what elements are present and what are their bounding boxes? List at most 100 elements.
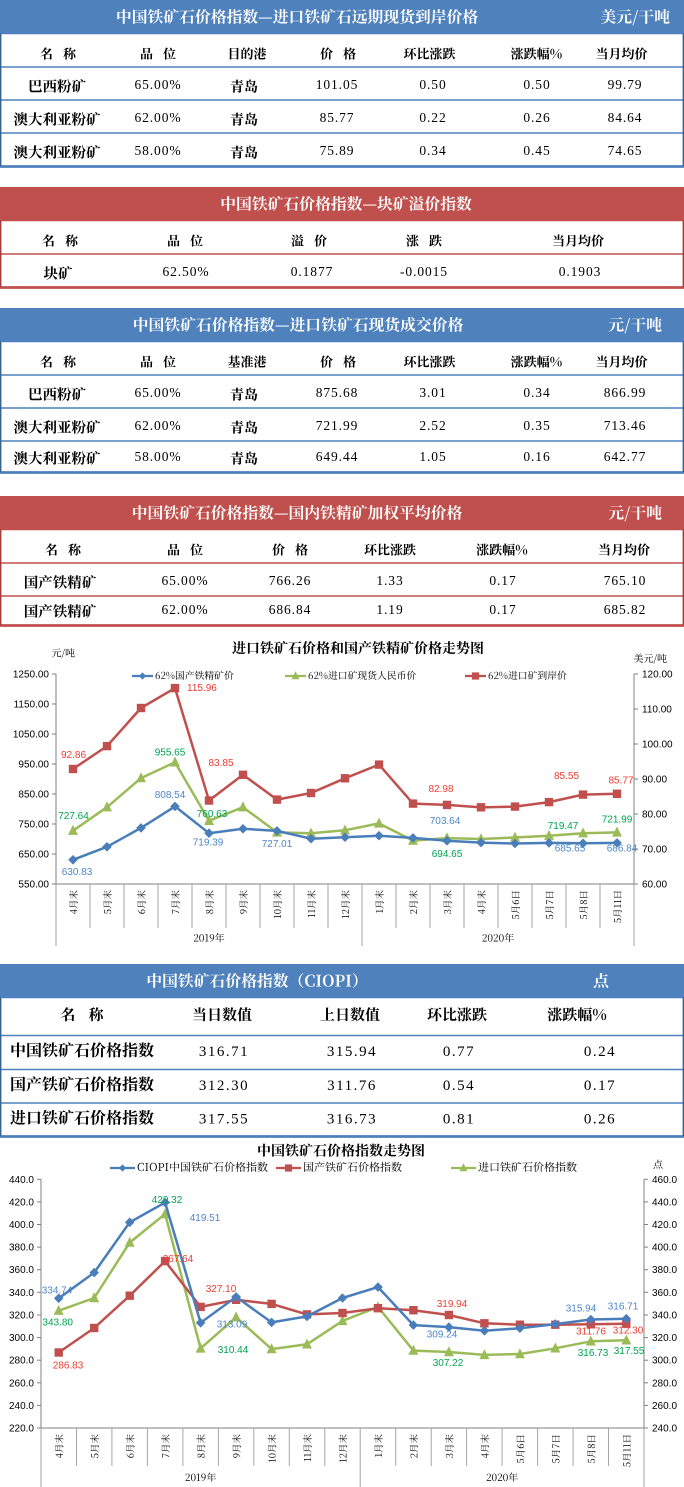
svg-text:765.10: 765.10: [604, 573, 647, 588]
svg-text:0.26: 0.26: [523, 110, 550, 125]
svg-text:420.0: 420.0: [652, 1220, 677, 1231]
svg-text:1050.00: 1050.00: [13, 730, 50, 741]
svg-text:120.00: 120.00: [642, 670, 673, 681]
svg-text:760.63: 760.63: [197, 809, 228, 820]
svg-text:90.00: 90.00: [642, 775, 667, 786]
svg-text:719.39: 719.39: [193, 838, 224, 849]
svg-text:1.33: 1.33: [376, 573, 403, 588]
svg-text:550.00: 550.00: [18, 880, 49, 891]
svg-text:100.00: 100.00: [642, 740, 673, 751]
svg-text:316.71: 316.71: [199, 1044, 249, 1060]
svg-text:310.44: 310.44: [218, 1345, 249, 1356]
svg-text:58.00%: 58.00%: [134, 449, 181, 464]
svg-text:220.0: 220.0: [9, 1424, 34, 1435]
svg-text:0.50: 0.50: [419, 77, 446, 92]
svg-text:727.64: 727.64: [58, 811, 89, 822]
svg-text:340.0: 340.0: [652, 1311, 677, 1322]
svg-text:62.50%: 62.50%: [162, 264, 209, 279]
svg-text:400.0: 400.0: [9, 1220, 34, 1231]
svg-text:2.52: 2.52: [419, 418, 446, 433]
svg-text:309.24: 309.24: [427, 1330, 458, 1341]
svg-text:-0.0015: -0.0015: [400, 264, 448, 279]
svg-text:703.64: 703.64: [430, 816, 461, 827]
svg-text:320.0: 320.0: [9, 1311, 34, 1322]
svg-text:286.83: 286.83: [53, 1361, 84, 1372]
svg-text:85.77: 85.77: [608, 776, 633, 787]
svg-text:721.99: 721.99: [316, 418, 359, 433]
svg-text:0.35: 0.35: [523, 418, 550, 433]
svg-text:62.00%: 62.00%: [134, 418, 181, 433]
svg-text:110.00: 110.00: [642, 705, 672, 716]
svg-text:686.84: 686.84: [607, 844, 638, 855]
svg-text:315.94: 315.94: [566, 1304, 597, 1315]
svg-text:83.85: 83.85: [208, 758, 233, 769]
svg-text:766.26: 766.26: [269, 573, 312, 588]
svg-text:866.99: 866.99: [604, 385, 647, 400]
svg-text:316.73: 316.73: [327, 1112, 377, 1128]
svg-text:727.01: 727.01: [262, 839, 293, 850]
svg-text:420.0: 420.0: [9, 1197, 34, 1208]
svg-text:74.65: 74.65: [608, 143, 643, 158]
svg-text:0.81: 0.81: [443, 1112, 475, 1128]
svg-text:316.71: 316.71: [608, 1302, 639, 1313]
svg-text:60.00: 60.00: [642, 880, 667, 891]
svg-text:85.55: 85.55: [554, 771, 579, 782]
svg-text:92.86: 92.86: [61, 750, 86, 761]
svg-text:80.00: 80.00: [642, 810, 667, 821]
svg-text:875.68: 875.68: [316, 385, 359, 400]
svg-text:334.74: 334.74: [42, 1286, 73, 1297]
svg-text:850.00: 850.00: [18, 790, 49, 801]
svg-text:0.54: 0.54: [443, 1078, 475, 1094]
svg-text:750.00: 750.00: [18, 820, 49, 831]
svg-text:380.0: 380.0: [652, 1265, 677, 1276]
svg-text:115.96: 115.96: [187, 683, 217, 694]
svg-text:65.00%: 65.00%: [134, 77, 181, 92]
svg-text:0.34: 0.34: [523, 385, 550, 400]
svg-text:686.84: 686.84: [269, 602, 312, 617]
svg-text:460.0: 460.0: [652, 1175, 677, 1186]
svg-text:312.30: 312.30: [613, 1326, 644, 1337]
svg-text:429.32: 429.32: [152, 1195, 183, 1206]
svg-text:0.17: 0.17: [489, 602, 516, 617]
svg-text:84.64: 84.64: [608, 110, 643, 125]
svg-text:240.0: 240.0: [652, 1424, 677, 1435]
svg-text:0.26: 0.26: [584, 1112, 616, 1128]
svg-text:317.55: 317.55: [199, 1112, 249, 1128]
svg-text:300.0: 300.0: [652, 1356, 677, 1367]
svg-text:313.09: 313.09: [217, 1320, 248, 1331]
svg-text:240.0: 240.0: [9, 1401, 34, 1412]
svg-text:713.46: 713.46: [604, 418, 647, 433]
svg-text:58.00%: 58.00%: [134, 143, 181, 158]
svg-text:649.44: 649.44: [316, 449, 359, 464]
svg-text:101.05: 101.05: [316, 77, 359, 92]
svg-text:440.0: 440.0: [652, 1197, 677, 1208]
svg-text:0.45: 0.45: [523, 143, 550, 158]
svg-text:955.65: 955.65: [155, 748, 186, 759]
svg-text:70.00: 70.00: [642, 845, 667, 856]
svg-text:1150.00: 1150.00: [14, 700, 50, 711]
svg-text:85.77: 85.77: [320, 110, 355, 125]
svg-text:685.82: 685.82: [604, 602, 647, 617]
svg-text:419.51: 419.51: [190, 1213, 221, 1224]
svg-text:0.34: 0.34: [419, 143, 446, 158]
svg-text:1.19: 1.19: [376, 602, 403, 617]
svg-text:311.76: 311.76: [327, 1078, 377, 1094]
svg-text:317.55: 317.55: [614, 1346, 645, 1357]
svg-text:312.30: 312.30: [199, 1078, 249, 1094]
svg-text:62.00%: 62.00%: [134, 110, 181, 125]
svg-text:82.98: 82.98: [428, 784, 453, 795]
svg-text:0.17: 0.17: [584, 1078, 616, 1094]
svg-text:694.65: 694.65: [432, 849, 463, 860]
svg-text:0.24: 0.24: [584, 1044, 616, 1060]
svg-text:0.16: 0.16: [523, 449, 550, 464]
svg-text:280.0: 280.0: [652, 1378, 677, 1389]
svg-text:65.00%: 65.00%: [161, 573, 208, 588]
svg-text:1250.00: 1250.00: [13, 670, 50, 681]
svg-text:0.1903: 0.1903: [559, 264, 602, 279]
svg-text:0.50: 0.50: [523, 77, 550, 92]
svg-text:650.00: 650.00: [18, 850, 49, 861]
svg-text:307.22: 307.22: [433, 1358, 464, 1369]
svg-text:360.0: 360.0: [652, 1288, 677, 1299]
svg-text:719.47: 719.47: [548, 821, 579, 832]
svg-text:400.0: 400.0: [652, 1243, 677, 1254]
